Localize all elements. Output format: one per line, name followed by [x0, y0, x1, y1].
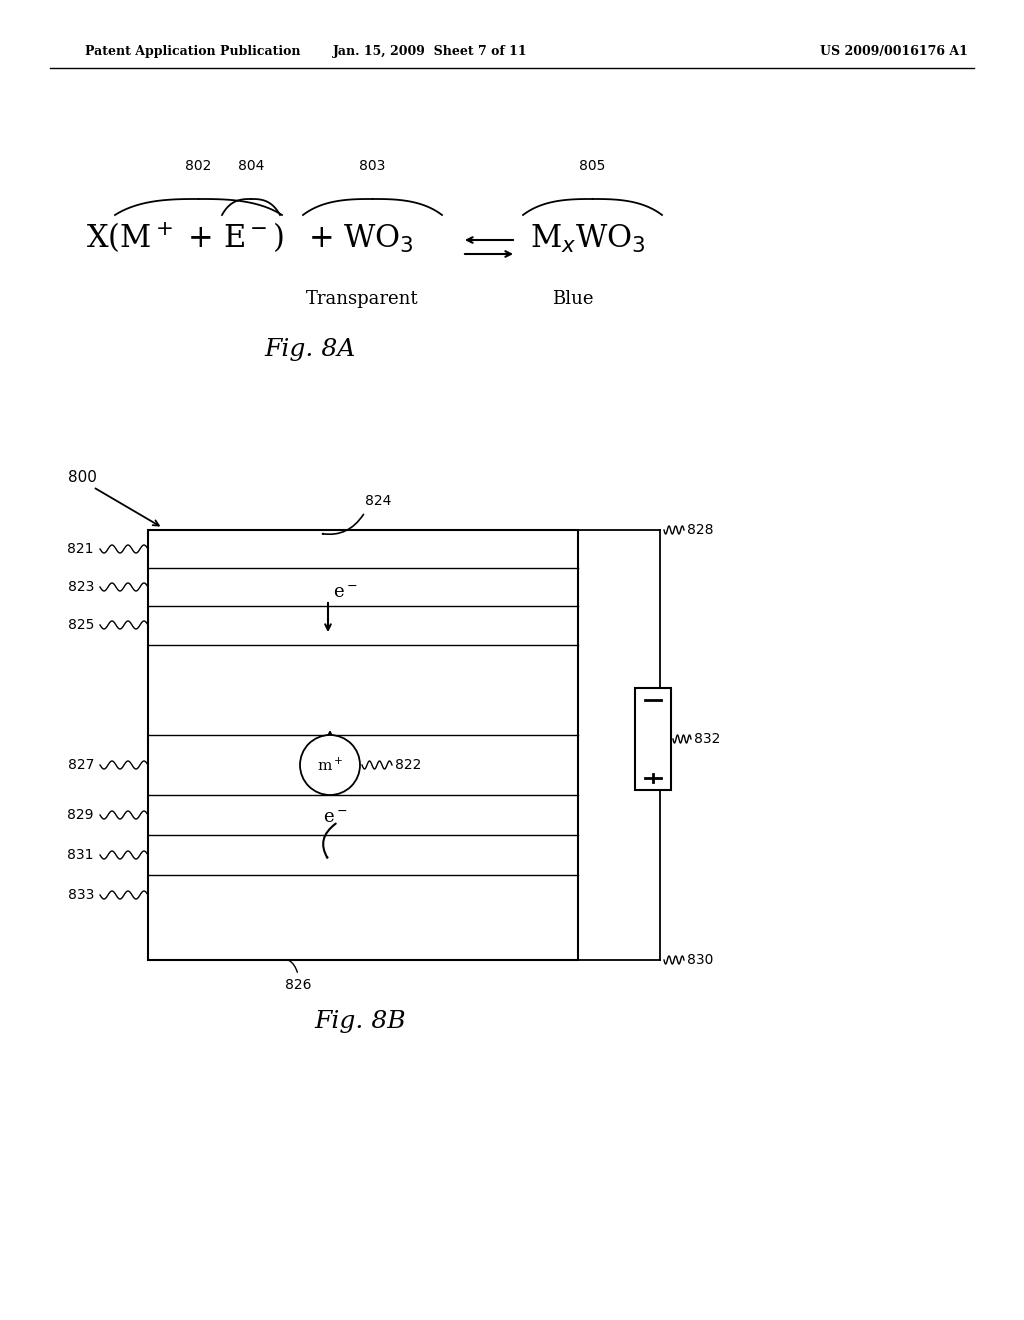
Text: e$^-$: e$^-$: [333, 583, 357, 602]
Text: Fig. 8A: Fig. 8A: [264, 338, 355, 360]
FancyArrowPatch shape: [323, 515, 364, 535]
Text: 825: 825: [68, 618, 94, 632]
Text: + WO$_3$: + WO$_3$: [308, 223, 414, 255]
Text: 828: 828: [687, 523, 714, 537]
Text: 832: 832: [694, 733, 720, 746]
Text: Blue: Blue: [552, 290, 594, 308]
Text: 802: 802: [185, 158, 212, 173]
Text: 803: 803: [359, 158, 386, 173]
FancyArrowPatch shape: [324, 824, 336, 858]
Text: m$^+$: m$^+$: [316, 756, 343, 774]
Circle shape: [300, 735, 360, 795]
Text: 830: 830: [687, 953, 714, 968]
Text: e$^-$: e$^-$: [323, 809, 347, 828]
Text: +: +: [646, 756, 659, 771]
FancyArrowPatch shape: [289, 960, 297, 973]
Text: 804: 804: [238, 158, 264, 173]
Text: 821: 821: [68, 543, 94, 556]
Text: Patent Application Publication: Patent Application Publication: [85, 45, 300, 58]
Text: US 2009/0016176 A1: US 2009/0016176 A1: [820, 45, 968, 58]
Text: 805: 805: [580, 158, 605, 173]
Text: 823: 823: [68, 579, 94, 594]
Text: 829: 829: [68, 808, 94, 822]
Text: 831: 831: [68, 847, 94, 862]
Text: X(M$^+$ + E$^-$): X(M$^+$ + E$^-$): [86, 220, 284, 255]
Text: Transparent: Transparent: [306, 290, 419, 308]
Bar: [148, 531, 578, 960]
Text: 827: 827: [68, 758, 94, 772]
Text: 822: 822: [395, 758, 421, 772]
Text: 826: 826: [285, 978, 311, 993]
Text: 800: 800: [68, 470, 97, 486]
Text: 824: 824: [365, 494, 391, 508]
Bar: [635, 688, 671, 789]
Text: 833: 833: [68, 888, 94, 902]
Text: Fig. 8B: Fig. 8B: [314, 1010, 406, 1034]
Text: M$_x$WO$_3$: M$_x$WO$_3$: [530, 223, 645, 255]
Text: Jan. 15, 2009  Sheet 7 of 11: Jan. 15, 2009 Sheet 7 of 11: [333, 45, 527, 58]
Text: -: -: [650, 705, 656, 719]
